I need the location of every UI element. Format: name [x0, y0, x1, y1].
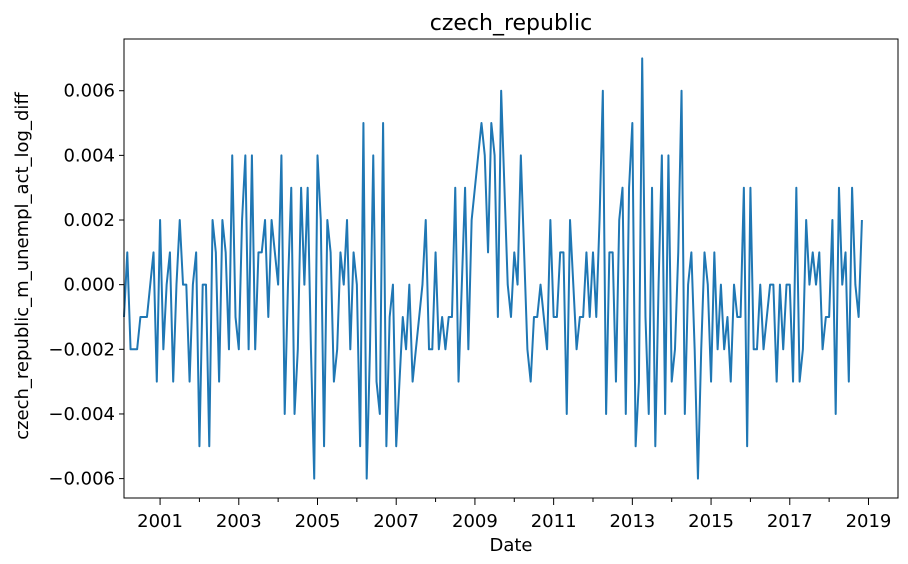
y-tick-label: 0.004 — [63, 145, 115, 166]
y-tick-label: 0.002 — [63, 210, 115, 231]
x-tick-label: 2015 — [688, 511, 734, 532]
y-tick-label: 0.000 — [63, 275, 115, 296]
y-tick-label: −0.002 — [48, 339, 115, 360]
x-tick-label: 2017 — [767, 511, 813, 532]
chart-title: czech_republic — [430, 11, 593, 36]
x-tick-label: 2003 — [216, 511, 262, 532]
series-line — [123, 57, 863, 480]
y-tick-label: −0.004 — [48, 404, 115, 425]
x-tick-label: 2013 — [609, 511, 655, 532]
y-axis: 0.006 0.004 0.002 0.000 −0.002 −0.004 −0.006 — [48, 81, 124, 490]
plot-area — [123, 57, 863, 480]
x-axis: 2001 2003 2005 2007 2009 2011 2013 2015 2017 2019 — [137, 498, 891, 532]
x-tick-label: 2009 — [452, 511, 498, 532]
y-axis-label: czech_republic_m_unempl_act_log_diff — [12, 92, 33, 440]
x-tick-label: 2019 — [846, 511, 892, 532]
y-tick-label: 0.006 — [63, 81, 115, 102]
x-tick-label: 2005 — [295, 511, 341, 532]
x-axis-label: Date — [489, 535, 532, 556]
x-tick-label: 2007 — [373, 511, 419, 532]
plot-frame — [123, 38, 899, 499]
x-tick-label: 2011 — [531, 511, 577, 532]
y-tick-label: −0.006 — [48, 469, 115, 490]
x-tick-label: 2001 — [137, 511, 183, 532]
